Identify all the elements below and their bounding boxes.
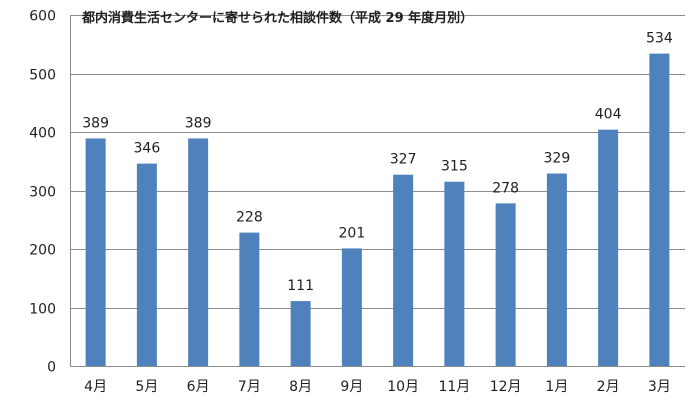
bar <box>290 301 311 366</box>
y-tick-label: 400 <box>29 126 56 142</box>
data-label: 346 <box>134 141 161 157</box>
data-label: 389 <box>185 115 212 131</box>
data-label: 534 <box>646 31 673 47</box>
data-label: 389 <box>82 115 109 131</box>
x-tick-label: 7月 <box>238 379 261 395</box>
y-tick-label: 500 <box>29 68 56 84</box>
x-tick-label: 10月 <box>387 379 419 395</box>
x-axis-ticks: 4月 5月 6月 7月 8月 9月 10月 11月 12月 1月 2月 3月 <box>84 379 671 395</box>
x-tick-label: 11月 <box>438 379 470 395</box>
x-tick-label: 12月 <box>490 379 522 395</box>
y-axis-ticks: 0 100 200 300 400 500 600 <box>29 9 56 376</box>
x-tick-label: 1月 <box>545 379 568 395</box>
x-tick-label: 4月 <box>84 379 107 395</box>
x-tick-label: 9月 <box>340 379 363 395</box>
data-label: 327 <box>390 152 417 168</box>
bar <box>136 163 157 366</box>
bars <box>85 53 670 367</box>
bar <box>188 138 209 366</box>
bar <box>341 248 362 366</box>
x-tick-label: 8月 <box>289 379 312 395</box>
chart-title: 都内消費生活センターに寄せられた相談件数（平成 29 年度月別） <box>81 10 473 26</box>
bar <box>444 181 465 366</box>
data-label: 111 <box>287 278 314 294</box>
data-label: 404 <box>595 107 622 123</box>
y-tick-label: 600 <box>29 9 56 25</box>
y-tick-label: 0 <box>47 360 56 376</box>
x-tick-label: 5月 <box>135 379 158 395</box>
gridlines <box>70 15 685 367</box>
bar <box>598 129 619 366</box>
y-tick-label: 200 <box>29 243 56 259</box>
y-tick-label: 300 <box>29 185 56 201</box>
y-tick-label: 100 <box>29 302 56 318</box>
data-label: 228 <box>236 210 263 226</box>
data-label: 329 <box>544 151 571 167</box>
bar <box>239 232 260 366</box>
data-label: 315 <box>441 159 468 175</box>
data-labels: 389 346 389 228 111 201 327 315 278 329 404 534 <box>82 31 673 294</box>
bar <box>85 138 106 366</box>
x-tick-label: 6月 <box>187 379 210 395</box>
x-tick-label: 2月 <box>597 379 620 395</box>
bar <box>546 173 567 366</box>
bar <box>495 203 516 366</box>
data-label: 278 <box>492 180 519 196</box>
x-tick-label: 3月 <box>648 379 671 395</box>
bar <box>393 174 414 366</box>
bar <box>649 53 670 367</box>
data-label: 201 <box>339 225 366 241</box>
